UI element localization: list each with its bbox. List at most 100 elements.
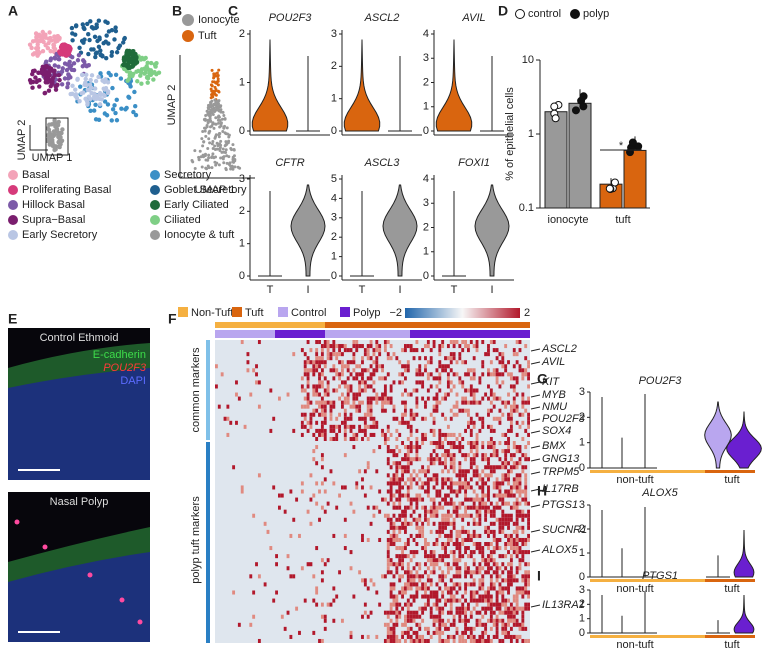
heatmap-cell [492,550,496,555]
heatmap-cell [498,384,502,389]
heatmap-cell [484,457,488,462]
heatmap-cell [406,542,410,547]
heatmap-cell [366,348,370,353]
heatmap-cell [492,602,496,607]
heatmap-cell [421,380,425,385]
umap-dot [118,76,124,81]
heatmap-cell [435,513,439,518]
heatmap-cell [389,558,393,563]
heatmap-cell [452,489,456,494]
legend-swatch [278,307,288,317]
heatmap-cell [484,481,488,486]
heatmap-cell [512,501,516,506]
heatmap-cell [404,554,407,559]
heatmap-cell [498,590,502,595]
heatmap-cell [472,582,476,587]
heatmap-cell [421,574,425,579]
heatmap-cell [229,420,233,425]
heatmap-cell [315,400,319,405]
umap-dot [47,142,52,147]
heatmap-cell [429,453,433,458]
heatmap-cell [512,614,516,619]
heatmap-cell [435,626,439,631]
heatmap-cell [444,477,447,482]
heatmap-cell [383,384,387,389]
heatmap-cell [455,412,459,417]
heatmap-cell [446,509,450,514]
heatmap-cell [415,533,419,538]
heatmap-cell [312,630,316,635]
heatmap-cell [518,513,522,518]
heatmap-cell [426,521,430,526]
heatmap-cell [435,594,439,599]
heatmap-cell [518,481,522,486]
heatmap-cell [461,360,465,365]
heatmap-cell [444,542,447,547]
heatmap-cell [495,602,499,607]
heatmap-cell [426,344,430,349]
heatmap-cell [395,461,399,466]
umap-dot [124,105,129,111]
heatmap-cell [395,517,399,522]
heatmap-cell [406,497,410,502]
tick-label: 2 [423,76,429,88]
heatmap-cell [435,477,439,482]
heatmap-cell [346,368,350,373]
umap-dot [56,57,62,62]
heatmap-cell [366,424,370,429]
heatmap-cell [335,505,339,510]
heatmap-cell [346,376,350,381]
gene-label: ASCL2 [541,343,577,355]
umap-dot [43,76,48,81]
heatmap-cell [343,348,347,353]
heatmap-cell [398,610,402,615]
heatmap-cell [418,485,422,490]
heatmap-cell [515,420,519,425]
heatmap-cell [406,392,410,397]
umap-dot [204,134,208,138]
heatmap-cell [432,513,436,518]
umap-dot [231,160,235,164]
heatmap-cell [412,618,416,623]
heatmap-cell [518,501,522,506]
heatmap-cell [363,469,367,474]
heatmap-cell [444,416,447,421]
heatmap-cell [504,368,508,373]
heatmap-cell [507,441,510,446]
heatmap-cell [366,436,370,441]
significance: * [619,140,624,152]
axis-label: UMAP 2 [16,120,28,161]
heatmap-cell [449,445,453,450]
heatmap-cell [501,594,505,599]
heatmap-cell [487,485,490,490]
heatmap-cell [363,578,367,583]
heatmap-cell [464,574,467,579]
heatmap-cell [458,566,462,571]
violin [382,184,418,277]
heatmap-cell [467,582,470,587]
heatmap-cell [432,618,436,623]
umap-dot [42,90,47,96]
umap-dot [225,126,229,130]
heatmap-cell [527,457,530,462]
heatmap-cell [335,352,339,357]
heatmap-cell [412,416,416,421]
heatmap-cell [406,368,410,373]
tick-label: 0 [579,462,585,474]
umap-dot [197,158,201,162]
heatmap-cell [406,493,410,498]
heatmap-cell [386,634,390,639]
heatmap-cell [286,392,290,397]
heatmap-cell [475,521,479,526]
heatmap-cell [515,554,519,559]
umap-dot [42,33,47,38]
legend-label: Basal [22,169,50,181]
heatmap-cell [444,562,447,567]
heatmap-cell [355,404,359,409]
heatmap-cell [338,570,341,575]
group-label: tuft [724,639,739,651]
annotation-bar [275,330,325,338]
heatmap-cell [487,344,490,349]
heatmap-cell [361,356,364,361]
group-label: I [306,284,309,296]
